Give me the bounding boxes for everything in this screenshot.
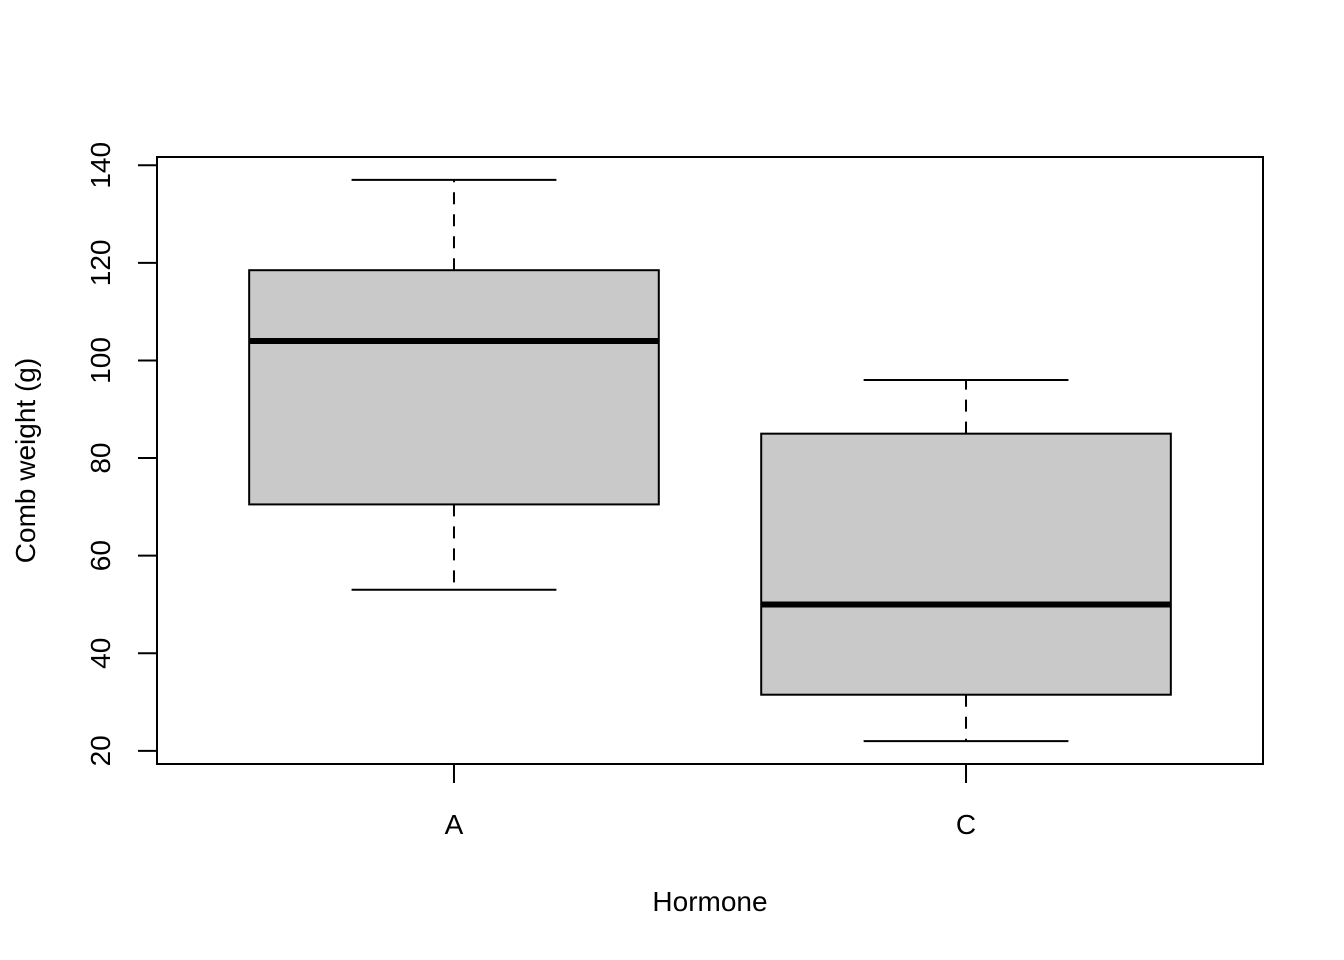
y-tick-label: 40: [85, 638, 116, 669]
y-tick-label: 140: [85, 142, 116, 189]
y-tick-label: 120: [85, 240, 116, 287]
y-tick-label: 60: [85, 540, 116, 571]
box-A: [248, 178, 660, 591]
x-tick-label-C: C: [956, 809, 976, 840]
iqr-box: [760, 432, 1172, 696]
box-C: [760, 378, 1172, 743]
chart-marks: [248, 178, 1172, 743]
x-tick-label-A: A: [445, 809, 464, 840]
y-tick-label: 20: [85, 735, 116, 766]
y-tick-label: 80: [85, 442, 116, 473]
x-axis-title: Hormone: [652, 886, 767, 917]
y-axis-title: Comb weight (g): [10, 358, 41, 563]
y-axis: 20 40 60 80 100 120 140: [85, 142, 158, 766]
iqr-box: [248, 269, 660, 506]
y-tick-label: 100: [85, 337, 116, 384]
